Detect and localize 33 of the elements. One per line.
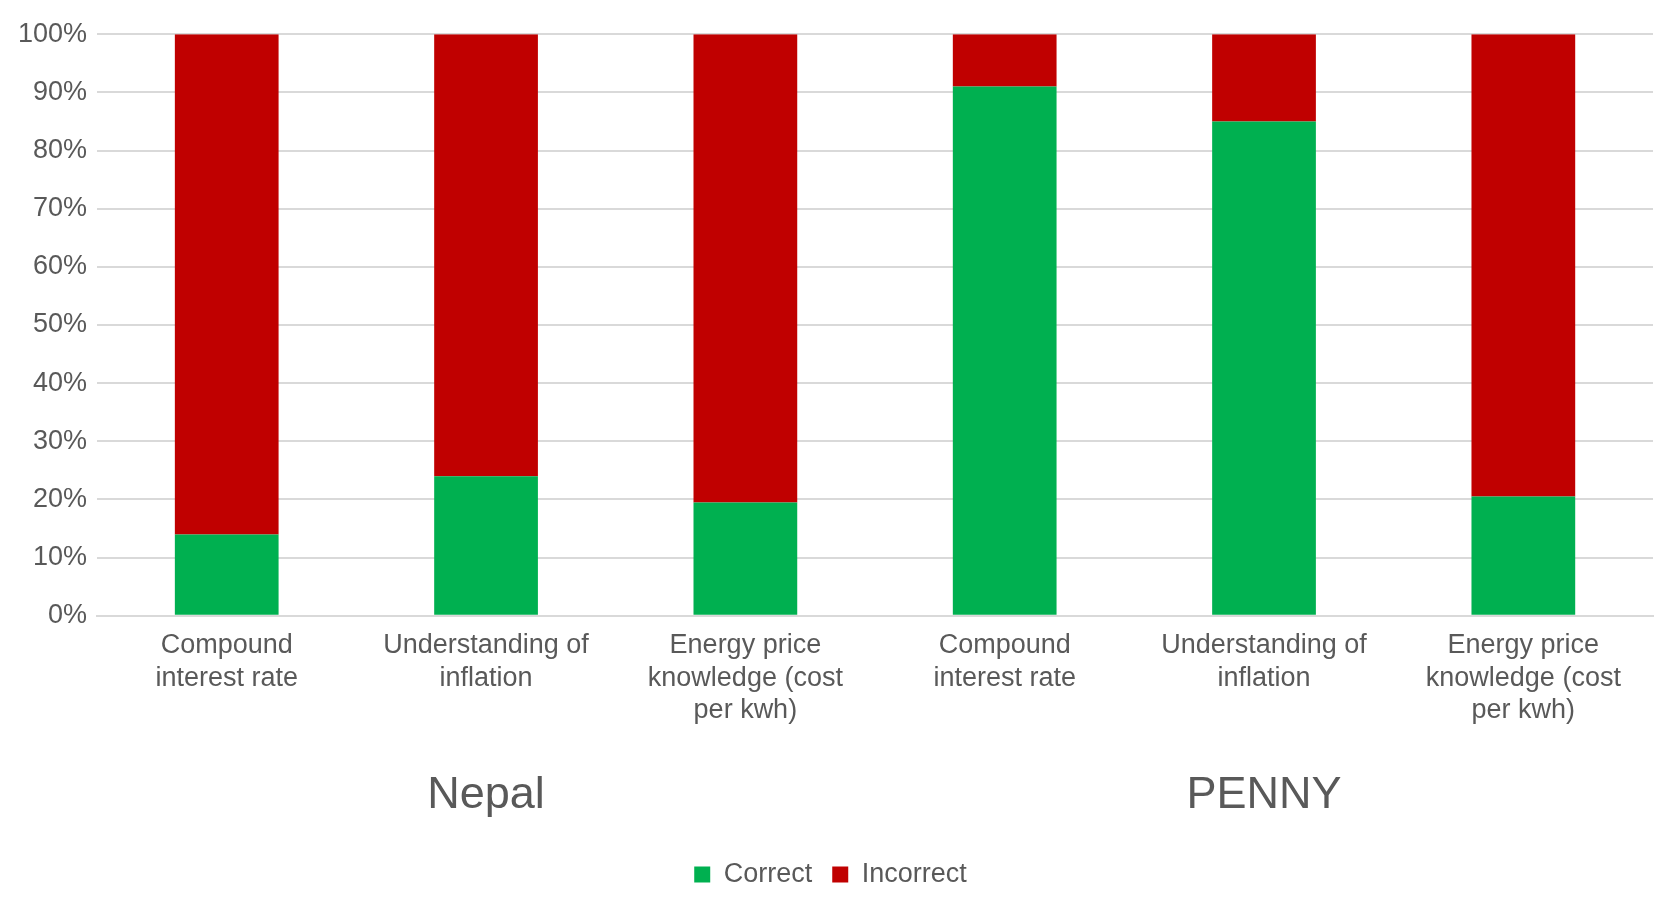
bar: [952, 34, 1057, 87]
y-tick-label: 0%: [48, 599, 88, 630]
x-tick-label: Energy price knowledge (cost per kwh): [647, 629, 844, 725]
y-tick-label: 50%: [33, 308, 88, 339]
bar: [174, 534, 279, 615]
bar: [174, 34, 279, 535]
text: PENNY: [1186, 767, 1342, 819]
legend-label: Incorrect: [861, 857, 968, 888]
legend-label: Correct: [723, 857, 813, 888]
x-tick-label: Understanding of inflation: [1161, 629, 1368, 692]
x-tick-label: Energy price knowledge (cost per kwh): [1425, 629, 1622, 725]
text: Nepal: [427, 767, 545, 819]
x-tick-label: Compound interest rate: [155, 629, 299, 692]
y-tick-label: 60%: [33, 250, 88, 281]
bar: [952, 86, 1057, 615]
x-tick-label: Compound interest rate: [933, 629, 1076, 692]
bar: [1471, 34, 1576, 497]
y-tick-label: 90%: [33, 75, 88, 106]
y-tick-label: 10%: [33, 541, 88, 572]
bar: [434, 34, 538, 477]
bar: [693, 502, 798, 615]
y-tick-label: 100%: [17, 17, 88, 48]
bar: [434, 476, 538, 615]
y-tick-label: 20%: [33, 482, 88, 513]
y-tick-label: 40%: [33, 366, 88, 397]
bar: [1471, 496, 1576, 615]
bar: [1212, 121, 1316, 615]
y-tick-label: 80%: [33, 133, 88, 164]
y-tick-label: 30%: [33, 424, 88, 455]
x-tick-label: Understanding of inflation: [383, 629, 590, 692]
bar: [693, 34, 798, 503]
y-tick-label: 70%: [33, 192, 88, 223]
bar: [1212, 34, 1316, 122]
